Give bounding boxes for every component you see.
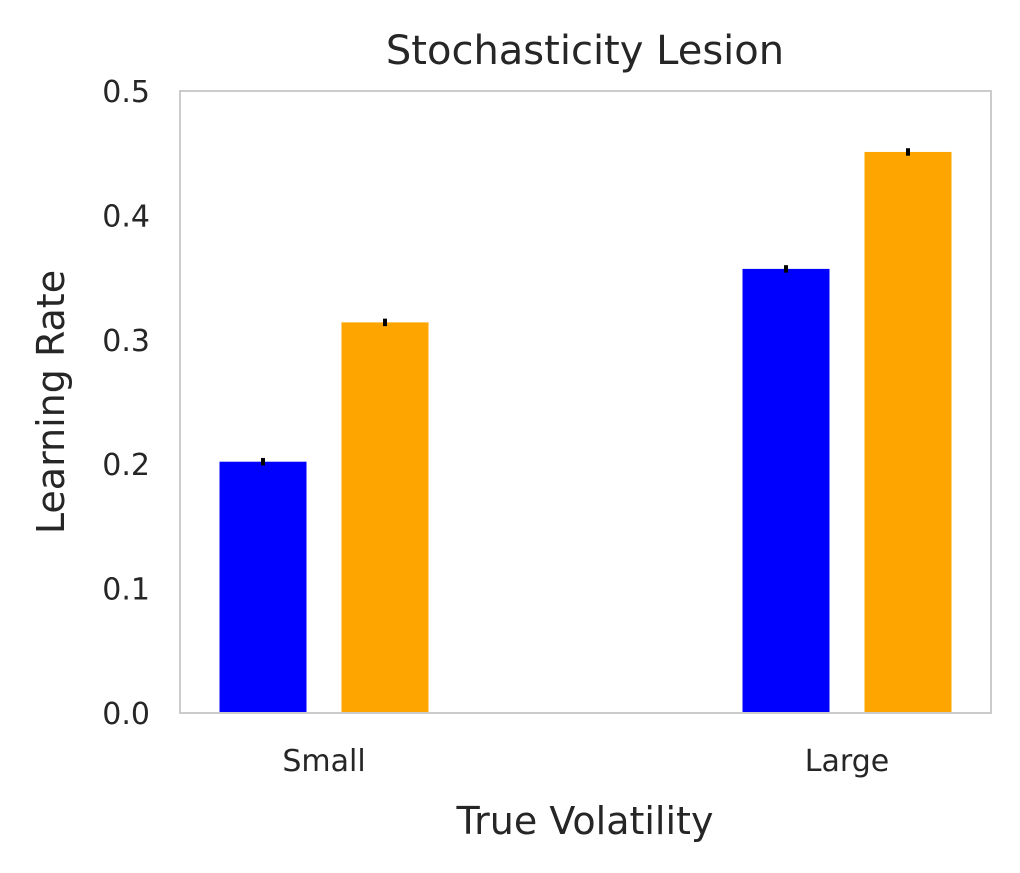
bar-series1-large xyxy=(742,268,830,713)
bar-series1-small xyxy=(219,461,307,713)
x-tick-labels: Small Large xyxy=(282,744,889,779)
y-axis-label: Learning Rate xyxy=(29,270,73,534)
bar-series2-large xyxy=(864,151,952,713)
x-axis-label: True Volatility xyxy=(456,799,714,843)
y-tick-labels: 0.0 0.1 0.2 0.3 0.4 0.5 xyxy=(102,75,150,732)
bar-series2-small xyxy=(341,322,429,713)
bars-group xyxy=(219,148,952,713)
chart-title: Stochasticity Lesion xyxy=(386,28,784,74)
y-tick-label: 0.4 xyxy=(102,199,150,234)
plot-frame xyxy=(179,90,992,714)
y-tick-label: 0.1 xyxy=(102,573,150,608)
x-tick-label: Large xyxy=(805,744,889,779)
y-tick-label: 0.3 xyxy=(102,324,150,359)
y-tick-label: 0.5 xyxy=(102,75,150,110)
x-tick-label: Small xyxy=(282,744,365,779)
y-tick-label: 0.0 xyxy=(102,697,150,732)
y-tick-label: 0.2 xyxy=(102,448,150,483)
